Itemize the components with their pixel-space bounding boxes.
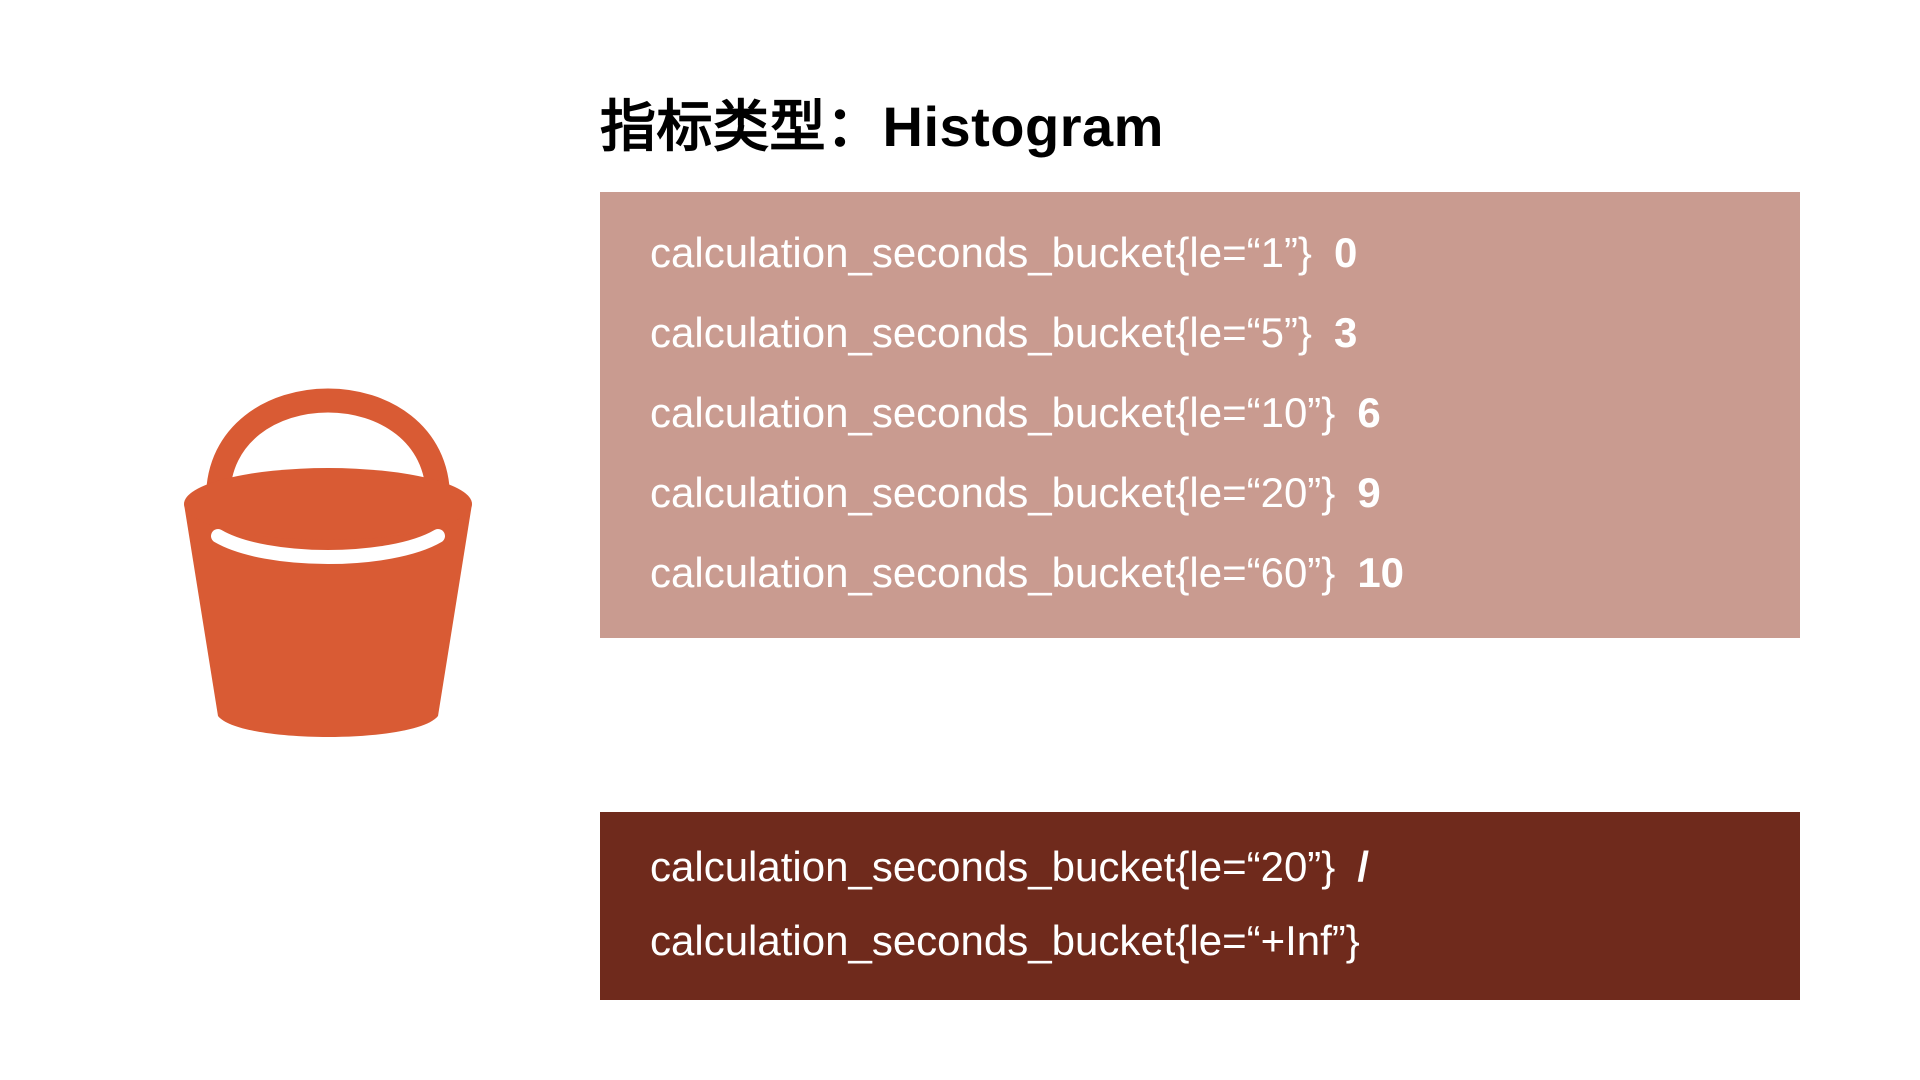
bucket-value: 6 xyxy=(1357,392,1380,434)
bucket-icon xyxy=(148,328,508,748)
buckets-panel: calculation_seconds_bucket{le=“1”} 0 cal… xyxy=(600,192,1800,638)
bucket-metric: calculation_seconds_bucket{le=“1”} xyxy=(650,232,1312,274)
bucket-value: 0 xyxy=(1334,232,1357,274)
bucket-row: calculation_seconds_bucket{le=“1”} 0 xyxy=(650,232,1750,274)
ratio-panel: calculation_seconds_bucket{le=“20”} / ca… xyxy=(600,812,1800,1000)
bucket-value: 3 xyxy=(1334,312,1357,354)
ratio-denominator: calculation_seconds_bucket{le=“+Inf”} xyxy=(650,920,1360,962)
bucket-row: calculation_seconds_bucket{le=“20”} 9 xyxy=(650,472,1750,514)
ratio-numerator: calculation_seconds_bucket{le=“20”} xyxy=(650,846,1335,888)
bucket-row: calculation_seconds_bucket{le=“60”} 10 xyxy=(650,552,1750,594)
bucket-metric: calculation_seconds_bucket{le=“5”} xyxy=(650,312,1312,354)
slide-title: 指标类型：Histogram xyxy=(600,82,1164,163)
ratio-line-2: calculation_seconds_bucket{le=“+Inf”} xyxy=(650,920,1750,962)
bucket-row: calculation_seconds_bucket{le=“5”} 3 xyxy=(650,312,1750,354)
divide-slash: / xyxy=(1357,846,1369,888)
bucket-row: calculation_seconds_bucket{le=“10”} 6 xyxy=(650,392,1750,434)
bucket-metric: calculation_seconds_bucket{le=“20”} xyxy=(650,472,1335,514)
slide-root: 指标类型：Histogram calculation_seconds_bucke… xyxy=(0,0,1920,1080)
bucket-value: 10 xyxy=(1357,552,1404,594)
bucket-metric: calculation_seconds_bucket{le=“60”} xyxy=(650,552,1335,594)
bucket-value: 9 xyxy=(1357,472,1380,514)
bucket-metric: calculation_seconds_bucket{le=“10”} xyxy=(650,392,1335,434)
ratio-line-1: calculation_seconds_bucket{le=“20”} / xyxy=(650,846,1750,888)
